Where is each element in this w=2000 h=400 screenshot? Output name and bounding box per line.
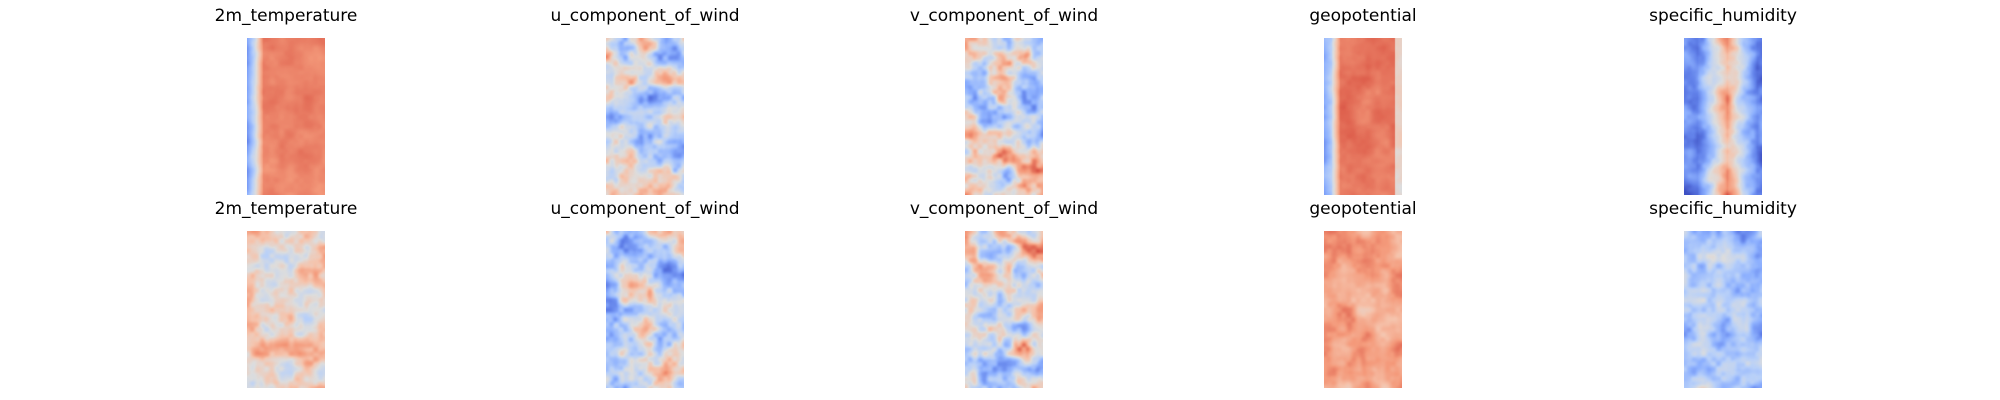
heatmap-specific-humidity-row1 <box>1684 38 1762 195</box>
heatmap-2m-temperature-row1 <box>247 38 325 195</box>
heatmap-2m-temperature-row2 <box>247 231 325 388</box>
panel-title: specific_humidity <box>1584 198 1862 220</box>
heatmap-v-component-of-wind-row2 <box>965 231 1043 388</box>
panel-title: v_component_of_wind <box>865 198 1143 220</box>
panel-title: u_component_of_wind <box>506 198 784 220</box>
panel-title: specific_humidity <box>1584 5 1862 27</box>
panel-title: geopotential <box>1224 5 1502 27</box>
panel-title: u_component_of_wind <box>506 5 784 27</box>
heatmap-u-component-of-wind-row2 <box>606 231 684 388</box>
panel-title: 2m_temperature <box>147 198 425 220</box>
panel-title: 2m_temperature <box>147 5 425 27</box>
heatmap-geopotential-row1 <box>1324 38 1402 195</box>
panel-title: v_component_of_wind <box>865 5 1143 27</box>
heatmap-v-component-of-wind-row1 <box>965 38 1043 195</box>
heatmap-geopotential-row2 <box>1324 231 1402 388</box>
heatmap-u-component-of-wind-row1 <box>606 38 684 195</box>
panel-title: geopotential <box>1224 198 1502 220</box>
heatmap-specific-humidity-row2 <box>1684 231 1762 388</box>
